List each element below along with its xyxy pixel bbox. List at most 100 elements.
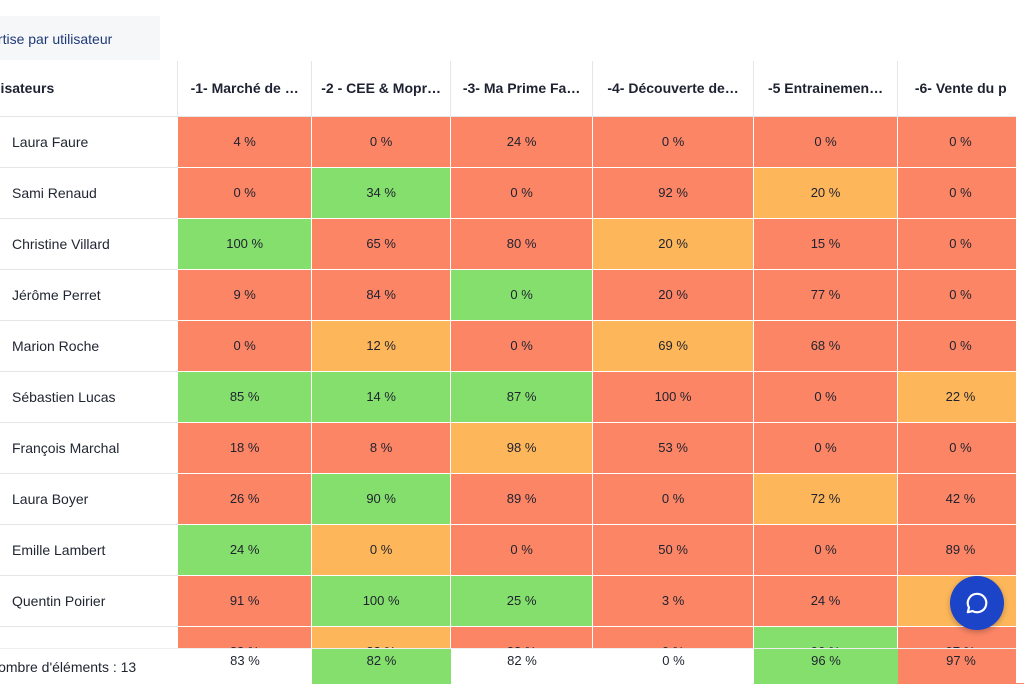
score-cell: 98 % xyxy=(450,421,594,474)
user-name-cell: Laura Faure xyxy=(0,116,178,168)
score-cell: 42 % xyxy=(897,472,1024,525)
table-row[interactable]: Sébastien Lucas 85 % 14 % 87 % 100 % 0 % 22 % xyxy=(0,370,1024,423)
score-cell: 3 % xyxy=(592,574,755,627)
score-cell: 77 % xyxy=(753,268,898,321)
table-row[interactable]: François Marchal 18 % 8 % 98 % 53 % 0 % 0 % xyxy=(0,421,1024,474)
score-cell: 0 % xyxy=(753,370,898,423)
score-cell: 91 % xyxy=(177,574,313,627)
footer-score-cell: 0 % xyxy=(593,649,754,684)
score-cell: 85 % xyxy=(177,370,313,423)
expertise-table: Utilisateurs -1- Marché de … -2 - CEE & … xyxy=(0,61,1024,678)
column-header-6[interactable]: -6- Vente du p xyxy=(897,61,1024,117)
score-cell: 0 % xyxy=(450,319,594,372)
table-body: Laura Faure 4 % 0 % 24 % 0 % 0 % 0 % Sami Renau… xyxy=(0,115,1024,678)
score-cell: 0 % xyxy=(177,319,313,372)
column-header-3[interactable]: -3- Ma Prime Fa… xyxy=(450,61,593,117)
user-name-cell: Laura Boyer xyxy=(0,473,178,525)
score-cell: 20 % xyxy=(753,166,898,219)
score-cell: 0 % xyxy=(897,115,1024,168)
score-cell: 0 % xyxy=(897,421,1024,474)
score-cell: 25 % xyxy=(450,574,594,627)
table-row[interactable]: Laura Faure 4 % 0 % 24 % 0 % 0 % 0 % xyxy=(0,115,1024,168)
user-name-cell: Sami Renaud xyxy=(0,167,178,219)
score-cell: 0 % xyxy=(592,115,755,168)
score-cell: 0 % xyxy=(311,523,452,576)
user-name-cell: Jérôme Perret xyxy=(0,269,178,321)
table-footer: Nombre d'éléments : 13 83 % 82 % 82 % 0 % 96… xyxy=(0,648,1024,684)
table-header-row: Utilisateurs -1- Marché de … -2 - CEE & … xyxy=(0,61,1024,117)
table-row[interactable]: Marion Roche 0 % 12 % 0 % 69 % 68 % 0 % xyxy=(0,319,1024,372)
table-area: Utilisateurs -1- Marché de … -2 - CEE & … xyxy=(0,61,1024,683)
table-row[interactable]: Christine Villard 100 % 65 % 80 % 20 % 15 % 0 … xyxy=(0,217,1024,270)
score-cell: 100 % xyxy=(592,370,755,423)
column-header-5[interactable]: -5 Entrainemen… xyxy=(753,61,898,117)
score-cell: 0 % xyxy=(450,523,594,576)
user-name-cell: Quentin Poirier xyxy=(0,575,178,627)
chat-button[interactable] xyxy=(950,576,1004,630)
table-row[interactable]: Sami Renaud 0 % 34 % 0 % 92 % 20 % 0 % xyxy=(0,166,1024,219)
score-cell: 18 % xyxy=(177,421,313,474)
table-row[interactable]: Laura Boyer 26 % 90 % 89 % 0 % 72 % 42 % xyxy=(0,472,1024,525)
footer-score-cell: 96 % xyxy=(754,649,898,684)
score-cell: 87 % xyxy=(450,370,594,423)
tab-label: Expertise par utilisateur xyxy=(0,31,113,47)
score-cell: 92 % xyxy=(592,166,755,219)
score-cell: 0 % xyxy=(753,421,898,474)
score-cell: 20 % xyxy=(592,268,755,321)
score-cell: 0 % xyxy=(592,472,755,525)
score-cell: 12 % xyxy=(311,319,452,372)
score-cell: 4 % xyxy=(177,115,313,168)
score-cell: 84 % xyxy=(311,268,452,321)
vertical-scrollbar[interactable] xyxy=(1016,0,1024,683)
score-cell: 0 % xyxy=(897,166,1024,219)
score-cell: 80 % xyxy=(450,217,594,270)
score-cell: 89 % xyxy=(897,523,1024,576)
score-cell: 0 % xyxy=(897,319,1024,372)
table-row[interactable]: Emille Lambert 24 % 0 % 0 % 50 % 0 % 89 % xyxy=(0,523,1024,576)
score-cell: 0 % xyxy=(897,217,1024,270)
score-cell: 100 % xyxy=(177,217,313,270)
footer-score-cell: 97 % xyxy=(898,649,1024,684)
user-name-cell: François Marchal xyxy=(0,422,178,474)
score-cell: 0 % xyxy=(311,115,452,168)
score-cell: 65 % xyxy=(311,217,452,270)
score-cell: 24 % xyxy=(177,523,313,576)
score-cell: 22 % xyxy=(897,370,1024,423)
column-header-2[interactable]: -2 - CEE & Mopr… xyxy=(311,61,451,117)
score-cell: 100 % xyxy=(311,574,452,627)
element-count: Nombre d'éléments : 13 xyxy=(0,659,137,675)
chat-bubble-icon xyxy=(966,592,988,614)
score-cell: 20 % xyxy=(592,217,755,270)
score-cell: 69 % xyxy=(592,319,755,372)
score-cell: 89 % xyxy=(450,472,594,525)
footer-score-cell: 83 % xyxy=(178,649,312,684)
user-name-cell: Marion Roche xyxy=(0,320,178,372)
score-cell: 34 % xyxy=(311,166,452,219)
score-cell: 8 % xyxy=(311,421,452,474)
score-cell: 53 % xyxy=(592,421,755,474)
table-row[interactable]: Jérôme Perret 9 % 84 % 0 % 20 % 77 % 0 % xyxy=(0,268,1024,321)
column-header-utilisateurs[interactable]: Utilisateurs xyxy=(0,61,178,117)
score-cell: 26 % xyxy=(177,472,313,525)
column-header-1[interactable]: -1- Marché de … xyxy=(177,61,312,117)
score-cell: 9 % xyxy=(177,268,313,321)
score-cell: 90 % xyxy=(311,472,452,525)
score-cell: 15 % xyxy=(753,217,898,270)
column-header-4[interactable]: -4- Découverte de… xyxy=(592,61,754,117)
score-cell: 14 % xyxy=(311,370,452,423)
score-cell: 0 % xyxy=(753,523,898,576)
user-name-cell: Sébastien Lucas xyxy=(0,371,178,423)
score-cell: 24 % xyxy=(450,115,594,168)
score-cell: 68 % xyxy=(753,319,898,372)
score-cell: 24 % xyxy=(753,574,898,627)
score-cell: 0 % xyxy=(450,268,594,321)
user-name-cell: Emille Lambert xyxy=(0,524,178,576)
score-cell: 0 % xyxy=(897,268,1024,321)
score-cell: 0 % xyxy=(450,166,594,219)
score-cell: 50 % xyxy=(592,523,755,576)
tab-expertise-par-utilisateur[interactable]: Expertise par utilisateur xyxy=(0,16,160,62)
table-row[interactable]: Quentin Poirier 91 % 100 % 25 % 3 % 24 % xyxy=(0,574,1024,627)
score-cell: 0 % xyxy=(177,166,313,219)
footer-score-cell: 82 % xyxy=(312,649,451,684)
user-name-cell: Christine Villard xyxy=(0,218,178,270)
